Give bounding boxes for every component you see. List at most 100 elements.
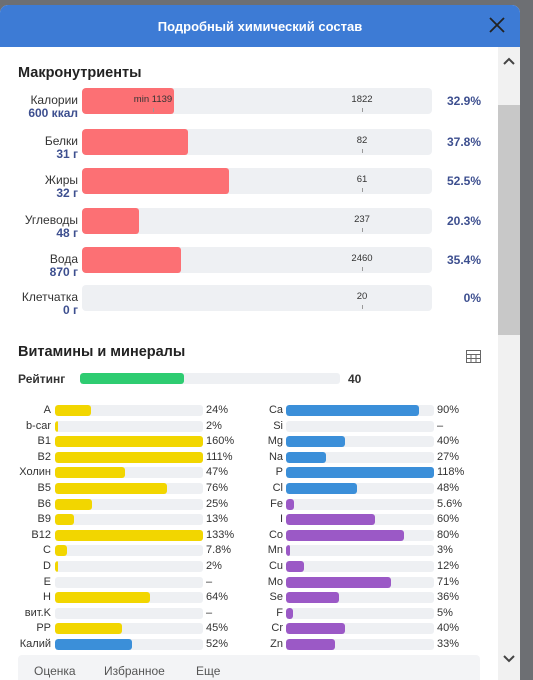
norm-marker xyxy=(362,188,363,192)
nutrient-name: Жиры xyxy=(44,173,78,187)
nutrient-name: Mo xyxy=(267,575,283,588)
bar-track: 82 xyxy=(82,129,432,155)
norm-marker xyxy=(362,267,363,271)
nutrient-name: Углеводы xyxy=(24,213,78,227)
bar-fill xyxy=(286,623,346,635)
percent-label: 24% xyxy=(206,404,229,416)
percent-label: 3% xyxy=(437,544,453,557)
nutrient-name: A xyxy=(43,404,51,416)
scrollbar[interactable] xyxy=(498,47,520,680)
nutrient-name: b-car xyxy=(25,419,51,432)
footer-button[interactable]: Оценка xyxy=(34,664,76,678)
percent-label: 52% xyxy=(206,638,229,650)
bar-track: 61 xyxy=(82,168,432,194)
bar-track xyxy=(55,545,203,557)
nutrient-amount: 31 г xyxy=(56,147,78,161)
scroll-up[interactable] xyxy=(503,57,515,65)
bar-fill xyxy=(82,247,182,273)
percent-label: 32.9% xyxy=(446,94,481,108)
rating-value: 40 xyxy=(348,372,362,386)
nutrient-name: Cr xyxy=(271,622,283,635)
percent-label: 111% xyxy=(206,450,233,463)
bar-track xyxy=(55,561,203,572)
percent-label: 76% xyxy=(206,482,229,494)
min-marker xyxy=(153,108,154,112)
bar-track xyxy=(286,436,434,448)
bar-fill xyxy=(55,405,91,416)
rating-label: Рейтинг xyxy=(18,372,66,386)
bar-track xyxy=(55,592,203,604)
footer-button[interactable]: Избранное xyxy=(104,664,165,678)
norm-label: 2460 xyxy=(351,253,373,264)
percent-label: 47% xyxy=(206,466,229,479)
norm-label: 1822 xyxy=(351,94,373,105)
percent-label: 160% xyxy=(206,435,235,448)
bar-track: 237 xyxy=(82,208,432,234)
norm-marker xyxy=(362,108,363,112)
bar-track xyxy=(55,467,203,479)
bar-fill xyxy=(286,436,346,448)
nutrient-name: вит.K xyxy=(24,606,51,619)
bar-fill xyxy=(55,436,203,448)
bar-fill xyxy=(286,545,291,557)
nutrient-name: B5 xyxy=(37,482,51,494)
nutrient-name: Ca xyxy=(268,404,283,416)
nutrient-name: PP xyxy=(36,622,51,635)
scroll-down[interactable] xyxy=(503,655,515,663)
bar-fill xyxy=(55,420,58,432)
norm-label: 237 xyxy=(354,214,370,225)
bar-fill xyxy=(286,576,392,588)
bar-fill xyxy=(55,545,67,557)
nutrient-name: B6 xyxy=(37,497,51,510)
nutrient-amount: 870 г xyxy=(49,265,78,279)
bar-track xyxy=(55,639,203,650)
nutrient-name: Si xyxy=(273,419,283,432)
close-button[interactable] xyxy=(488,16,506,34)
percent-label: 13% xyxy=(206,513,229,526)
bar-track xyxy=(55,498,203,510)
percent-label: 45% xyxy=(206,622,229,635)
section-title: Макронутриенты xyxy=(18,65,142,81)
nutrient-name: Zn xyxy=(270,638,283,650)
percent-label: 7.8% xyxy=(206,544,232,557)
norm-label: 82 xyxy=(356,135,368,146)
table-icon[interactable] xyxy=(466,350,481,363)
rating-track xyxy=(80,373,340,384)
scroll-thumb[interactable] xyxy=(498,105,520,335)
modal-title: Подробный химический состав xyxy=(157,19,363,34)
norm-marker xyxy=(362,305,363,309)
bar-track xyxy=(286,483,434,494)
percent-label: 118% xyxy=(437,466,465,479)
nutrient-amount: 32 г xyxy=(56,186,78,200)
bar-fill xyxy=(286,405,420,416)
percent-label: 25% xyxy=(206,497,229,510)
percent-label: 48% xyxy=(437,482,460,494)
bar-track xyxy=(286,545,434,557)
bar-fill xyxy=(286,483,358,494)
bar-fill xyxy=(286,529,405,541)
nutrient-name: F xyxy=(276,606,283,619)
bar-fill xyxy=(55,498,92,510)
percent-label: 133% xyxy=(206,528,235,541)
nutrient-name: Cu xyxy=(268,560,283,572)
bar-fill xyxy=(55,514,75,526)
footer-button[interactable]: Еще xyxy=(196,664,221,678)
bar-track: 1822 min 1139 xyxy=(82,88,432,114)
percent-label: 35.4% xyxy=(446,253,481,267)
percent-label: 90% xyxy=(437,404,460,416)
bar-track xyxy=(55,514,203,526)
modal-header: Подробный химический состав xyxy=(0,5,520,47)
percent-label: 0% xyxy=(463,291,481,305)
nutrient-name: P xyxy=(275,466,283,479)
nutrient-name: Холин xyxy=(19,466,51,479)
bar-track xyxy=(286,514,434,526)
bar-track xyxy=(55,405,203,416)
bar-track xyxy=(55,483,203,494)
bar-fill xyxy=(286,451,326,463)
nutrient-amount: 0 г xyxy=(62,303,78,317)
bar-fill xyxy=(55,561,58,572)
percent-label: 36% xyxy=(437,591,460,604)
min-label: min 1139 xyxy=(133,94,173,105)
nutrient-name: Fe xyxy=(270,497,283,510)
